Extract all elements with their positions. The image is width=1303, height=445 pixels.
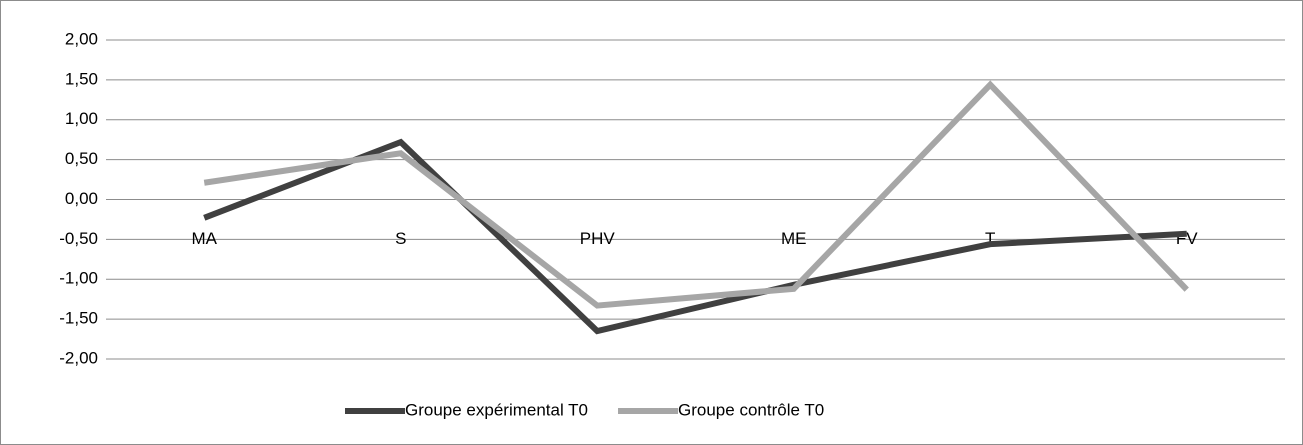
x-tick-label: ME [781, 229, 807, 248]
y-tick-label: 1,50 [65, 69, 98, 88]
legend-label: Groupe expérimental T0 [405, 400, 588, 419]
series-line [203, 80, 1189, 309]
y-tick-label: -0,50 [59, 229, 98, 248]
x-tick-label: S [395, 229, 406, 248]
y-tick-label: 0,50 [65, 149, 98, 168]
y-tick-label: 1,00 [65, 109, 98, 128]
legend-label: Groupe contrôle T0 [678, 400, 824, 419]
x-tick-label: PHV [580, 229, 616, 248]
x-tick-label: T [985, 229, 995, 248]
y-tick-label: -2,00 [59, 348, 98, 367]
series-line [203, 138, 1187, 335]
x-tick-label: MA [192, 229, 218, 248]
y-tick-label: -1,50 [59, 309, 98, 328]
y-tick-label: 0,00 [65, 189, 98, 208]
y-tick-label: 2,00 [65, 29, 98, 48]
y-tick-label: -1,00 [59, 269, 98, 288]
